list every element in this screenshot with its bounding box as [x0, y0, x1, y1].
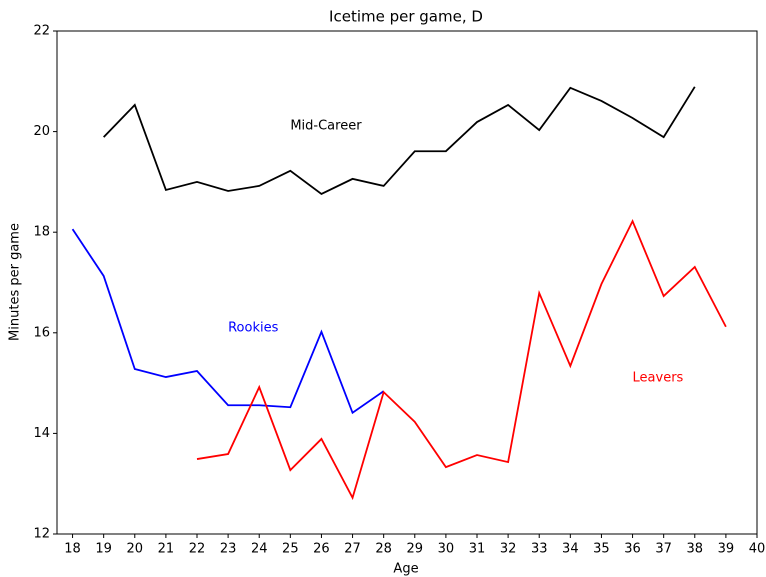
plot-frame: [56, 30, 758, 535]
chart-title: Icetime per game, D: [329, 8, 483, 26]
y-tick-label: 16: [33, 325, 50, 340]
x-tick-label: 36: [624, 542, 641, 557]
y-tick-label: 20: [33, 124, 50, 139]
y-tick-label: 12: [33, 527, 50, 542]
x-tick-label: 31: [469, 542, 486, 557]
x-tick-label: 25: [282, 542, 299, 557]
x-tick-label: 37: [655, 542, 672, 557]
x-tick-label: 21: [158, 542, 175, 557]
y-tick-label: 18: [33, 225, 50, 240]
x-tick-label: 28: [375, 542, 392, 557]
y-tick-label: 22: [33, 24, 50, 39]
annotation: Leavers: [633, 371, 684, 386]
x-tick-label: 19: [95, 542, 112, 557]
x-tick-label: 33: [531, 542, 548, 557]
y-tick-label: 14: [33, 426, 50, 441]
series-line: [103, 86, 696, 196]
x-tick-label: 30: [438, 542, 455, 557]
x-axis-label: Age: [393, 562, 418, 577]
x-tick-label: 18: [64, 542, 81, 557]
x-tick-label: 22: [189, 542, 206, 557]
annotation: Rookies: [228, 320, 278, 335]
x-tick-label: 39: [718, 542, 735, 557]
annotation: Mid-Career: [290, 119, 362, 134]
series-line: [196, 218, 727, 501]
x-tick-label: 34: [562, 542, 579, 557]
x-tick-label: 32: [500, 542, 517, 557]
x-tick-label: 40: [749, 542, 766, 557]
x-tick-label: 23: [220, 542, 237, 557]
series-line: [71, 228, 385, 415]
x-tick-label: 24: [251, 542, 268, 557]
x-tick-label: 35: [593, 542, 610, 557]
x-tick-label: 20: [127, 542, 144, 557]
x-tick-label: 38: [687, 542, 704, 557]
x-tick-label: 27: [344, 542, 361, 557]
x-tick-label: 26: [313, 542, 330, 557]
y-axis-label: Minutes per game: [8, 223, 23, 341]
x-tick-label: 29: [407, 542, 424, 557]
